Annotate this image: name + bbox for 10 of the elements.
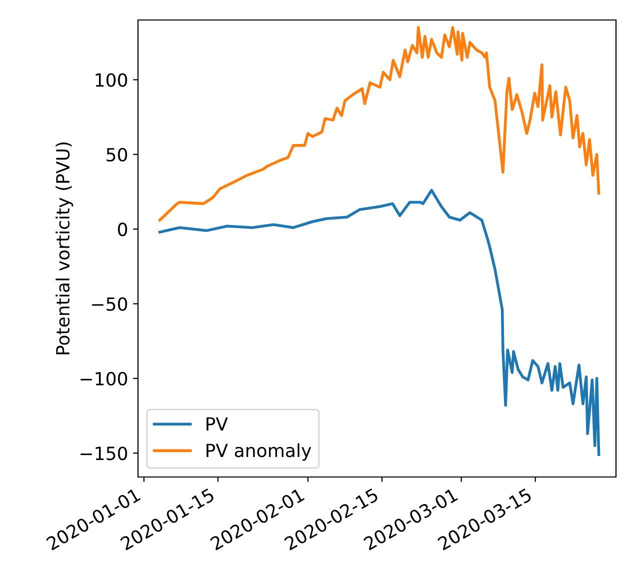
y-tick-label: 50 [106, 148, 128, 162]
legend-label: PV [206, 417, 228, 430]
y-tick-label: −50 [92, 297, 128, 311]
y-tick-label: 0 [118, 222, 128, 236]
y-tick-label: −150 [80, 446, 128, 460]
legend-label: PV anomaly [206, 443, 312, 461]
line-series [158, 26, 600, 222]
y-axis-title: Potential vorticity (PVU) [56, 142, 74, 354]
y-tick-label: 100 [96, 73, 128, 87]
y-tick-label: −100 [80, 372, 128, 386]
